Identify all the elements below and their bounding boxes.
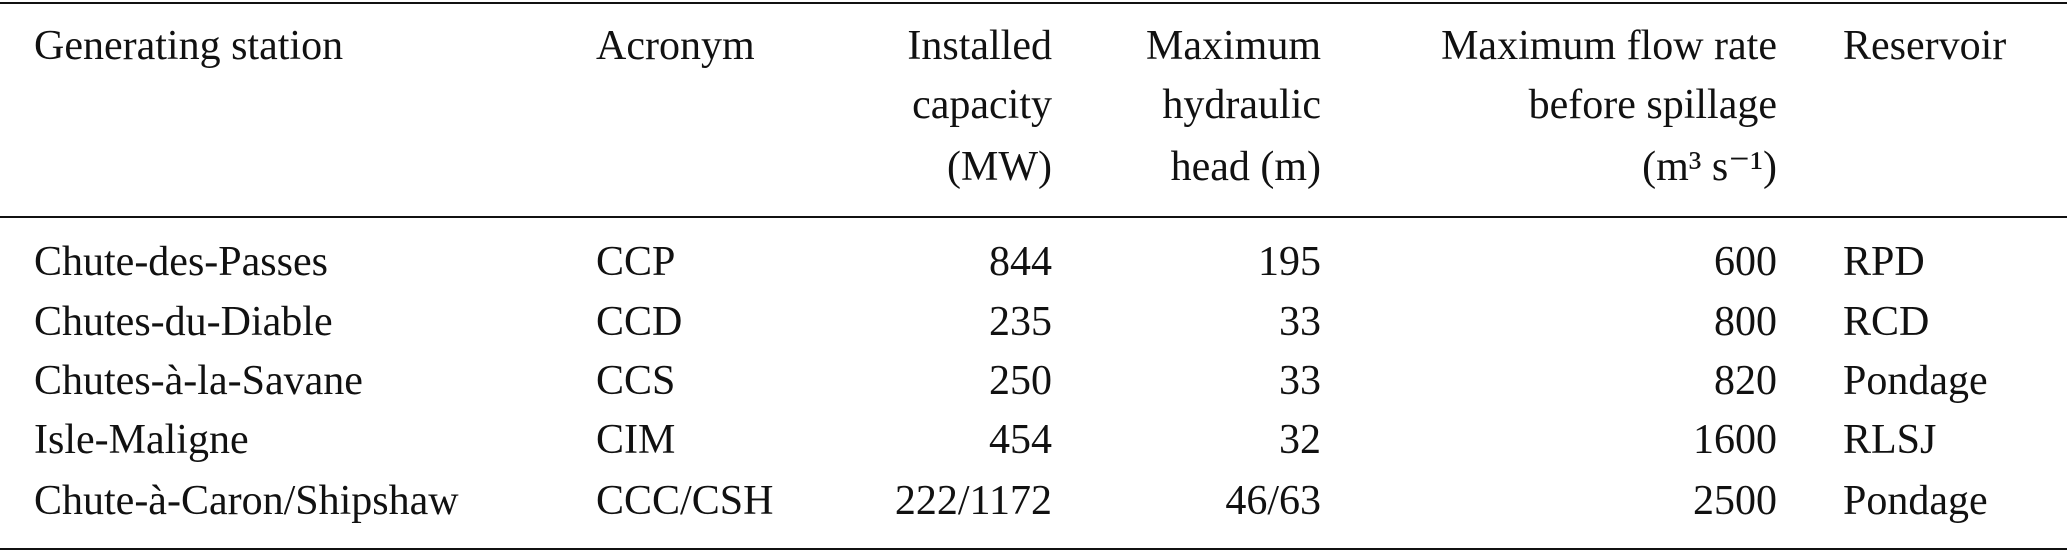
table-cell: 820	[1714, 358, 1777, 404]
table-cell: 195	[1258, 239, 1321, 285]
table-cell: 46/63	[1225, 478, 1321, 524]
header-cell: hydraulic	[1162, 82, 1321, 128]
table-cell: Pondage	[1843, 478, 1988, 524]
header-cell: Reservoir	[1843, 23, 2007, 69]
table-cell: 250	[989, 358, 1052, 404]
header-cell: (MW)	[947, 144, 1052, 190]
table-cell: 600	[1714, 239, 1777, 285]
table-cell: Pondage	[1843, 358, 1988, 404]
table-cell: Chutes-à-la-Savane	[34, 358, 363, 404]
table-cell: 844	[989, 239, 1052, 285]
table-cell: CIM	[596, 417, 676, 463]
header-cell: Maximum flow rate	[1441, 23, 1777, 69]
table-cell: 235	[989, 299, 1052, 345]
table-cell: CCP	[596, 239, 676, 285]
table-cell: 32	[1279, 417, 1321, 463]
table-cell: 1600	[1693, 417, 1777, 463]
table-cell: CCC/CSH	[596, 478, 774, 524]
table-cell: Chute-à-Caron/Shipshaw	[34, 478, 459, 524]
table-cell: CCS	[596, 358, 676, 404]
table-cell: Chute-des-Passes	[34, 239, 328, 285]
header-cell: head (m)	[1170, 144, 1321, 190]
table-cell: 33	[1279, 299, 1321, 345]
mid-rule	[0, 216, 2067, 218]
header-cell: capacity	[912, 82, 1052, 128]
header-cell: before spillage	[1528, 82, 1777, 128]
table-cell: 800	[1714, 299, 1777, 345]
header-cell: Acronym	[596, 23, 755, 69]
header-cell: Installed	[907, 23, 1052, 69]
table-cell: RCD	[1843, 299, 1930, 345]
bottom-rule	[0, 548, 2067, 550]
table-cell: 222/1172	[894, 478, 1052, 524]
header-cell: Maximum	[1146, 23, 1321, 69]
table-cell: 454	[989, 417, 1052, 463]
table-cell: Isle-Maligne	[34, 417, 249, 463]
table-cell: RPD	[1843, 239, 1925, 285]
table-cell: 33	[1279, 358, 1321, 404]
top-rule	[0, 2, 2067, 4]
table-cell: Chutes-du-Diable	[34, 299, 333, 345]
table-cell: 2500	[1693, 478, 1777, 524]
table-cell: RLSJ	[1843, 417, 1937, 463]
header-cell: Generating station	[34, 23, 344, 69]
table-cell: CCD	[596, 299, 683, 345]
header-cell: (m³ s⁻¹)	[1642, 144, 1777, 190]
